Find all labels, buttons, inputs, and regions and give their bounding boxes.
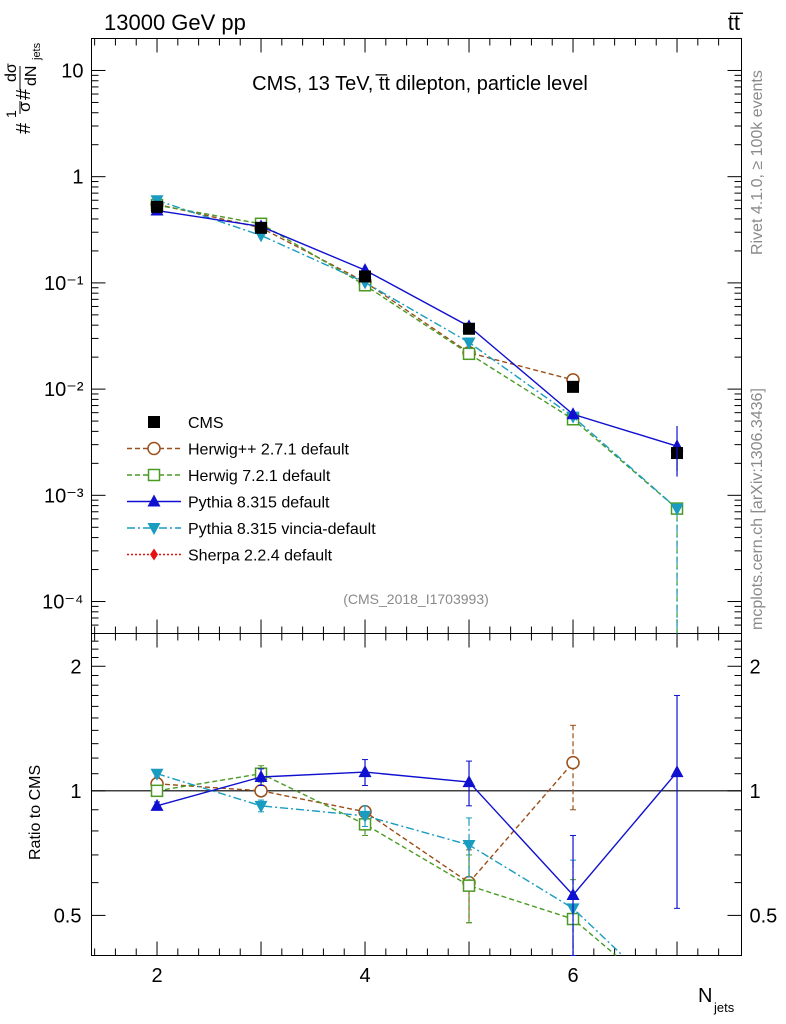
legend-label: Herwig++ 2.7.1 default — [188, 442, 350, 459]
series-3-main — [150, 203, 684, 452]
legend-label: CMS — [188, 415, 224, 432]
main-axis-ticks: 10 1 10⁻¹ 10⁻² 10⁻³ 10⁻⁴ — [42, 38, 742, 634]
legend-entry-2: Herwig 7.2.1 default — [127, 468, 331, 485]
series-2-main — [150, 198, 684, 634]
series-line — [156, 209, 678, 447]
main-series-layer — [150, 195, 684, 634]
data-point — [151, 200, 164, 213]
data-point — [359, 270, 372, 283]
ratio-y-tick-label: 1 — [70, 781, 81, 803]
ratio-y-tick-label-right: 1 — [750, 781, 761, 803]
ratio-point — [358, 765, 372, 778]
ratio-series-layer — [150, 694, 684, 957]
legend-entry-4: Pythia 8.315 vincia-default — [127, 521, 376, 538]
main-y-tick-label: 10⁻⁴ — [42, 592, 83, 614]
ratio-point — [462, 775, 476, 788]
header-energy-label: 13000 GeV pp — [104, 10, 246, 35]
legend-label: Pythia 8.315 default — [188, 495, 330, 512]
series-1-main — [150, 197, 580, 387]
x-tick-label: 4 — [359, 965, 370, 987]
ratio-point — [358, 810, 372, 823]
series-4-ratio — [150, 768, 624, 957]
legend-entry-3: Pythia 8.315 default — [127, 494, 330, 512]
ratio-point — [254, 800, 268, 813]
data-point — [463, 322, 476, 335]
svg-text:jets: jets — [31, 42, 43, 61]
ratio-point — [566, 888, 580, 901]
data-point — [670, 503, 684, 516]
series-0-main — [151, 200, 684, 471]
legend-entry-1: Herwig++ 2.7.1 default — [127, 442, 350, 459]
ratio-point — [150, 784, 164, 798]
series-line — [156, 203, 574, 381]
ratio-axis-ticks: 2 2 1 1 0.5 0.5 2 4 6 — [54, 38, 778, 987]
legend-marker — [150, 548, 158, 561]
ratio-point — [254, 784, 268, 798]
series-line — [156, 772, 617, 957]
legend-marker — [147, 494, 161, 507]
data-point — [255, 221, 268, 234]
ratio-y-tick-label-right: 0.5 — [750, 905, 778, 927]
main-y-tick-label: 10⁻² — [44, 379, 84, 401]
main-y-tick-label: 10 — [61, 60, 83, 82]
main-plot-frame — [91, 38, 742, 634]
x-tick-label: 6 — [567, 965, 578, 987]
legend-label: Pythia 8.315 vincia-default — [188, 521, 376, 538]
series-line — [156, 771, 678, 897]
svg-text:1: 1 — [3, 110, 19, 118]
svg-text:N: N — [698, 985, 712, 1007]
legend-entry-0: CMS — [148, 415, 224, 432]
data-point — [462, 337, 476, 350]
rivet-version-label: Rivet 4.1.0, ≥ 100k events — [749, 70, 766, 255]
ratio-y-tick-label: 0.5 — [54, 905, 82, 927]
data-point — [462, 347, 476, 361]
main-y-tick-label: 1 — [72, 167, 83, 189]
legend-label: Herwig 7.2.1 default — [188, 468, 331, 485]
ratio-y-tick-label: 2 — [70, 656, 81, 678]
main-y-tick-label: 10⁻¹ — [44, 273, 84, 295]
series-line — [156, 199, 678, 510]
legend-label: Sherpa 2.2.4 default — [188, 548, 333, 565]
ratio-point — [150, 798, 164, 811]
svg-text:dσ: dσ — [3, 63, 20, 82]
svg-text:dN: dN — [23, 66, 40, 86]
legend: CMS Herwig++ 2.7.1 default Herwig 7.2.1 de… — [127, 415, 376, 565]
ratio-point — [254, 770, 268, 783]
ratio-point — [462, 879, 476, 892]
analysis-id-label: (CMS_2018_I1703993) — [343, 591, 489, 607]
header-process-label: tt̅ — [728, 10, 744, 35]
data-point — [566, 407, 580, 420]
series-3-ratio — [150, 694, 684, 956]
x-axis-label: N jets — [698, 985, 735, 1015]
svg-text:#: # — [13, 88, 35, 100]
x-tick-label: 2 — [151, 965, 162, 987]
mcplots-credit-label: mcplots.cern.ch [arXiv:1306.3436] — [749, 388, 766, 630]
ratio-y-tick-label-right: 2 — [750, 656, 761, 678]
ratio-point — [670, 765, 684, 778]
svg-text:#: # — [13, 122, 35, 134]
legend-marker — [147, 468, 161, 482]
series-line — [156, 773, 624, 957]
legend-entry-5: Sherpa 2.2.4 default — [127, 548, 333, 565]
svg-text:σ: σ — [15, 101, 34, 112]
main-y-tick-label: 10⁻³ — [44, 485, 84, 507]
legend-marker — [147, 523, 161, 535]
ratio-plot-frame — [91, 633, 742, 956]
series-4-main — [150, 195, 684, 634]
ratio-point — [150, 768, 164, 781]
main-y-axis-label: # 1 σ # dσ dN jets — [3, 42, 43, 134]
ratio-y-axis-label: Ratio to CMS — [27, 765, 44, 860]
chart-title: CMS, 13 TeV, t̅t dilepton, particle leve… — [252, 73, 588, 95]
data-point — [567, 380, 580, 393]
svg-text:jets: jets — [713, 1000, 735, 1015]
legend-marker — [148, 416, 160, 428]
ratio-point — [462, 839, 476, 852]
ratio-point — [566, 755, 580, 770]
series-line — [156, 204, 678, 510]
legend-marker — [147, 441, 161, 456]
